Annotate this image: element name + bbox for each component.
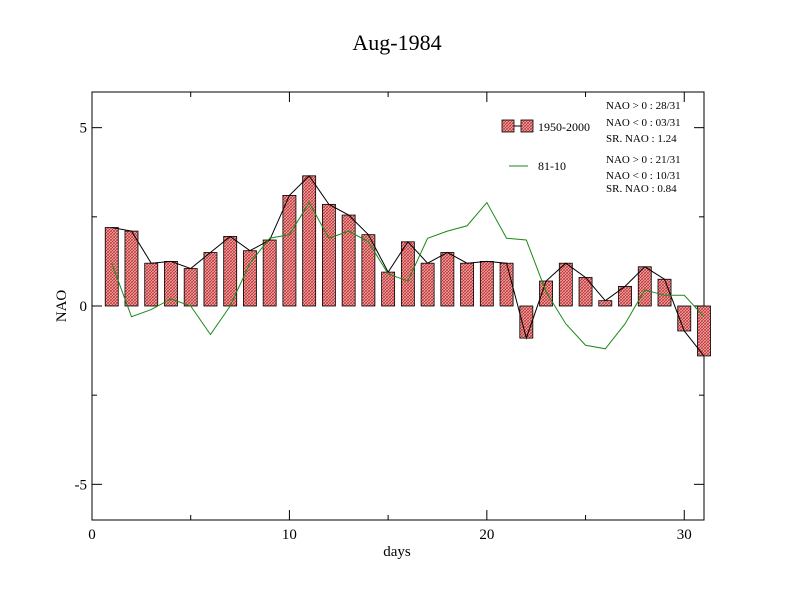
legend-swatch-1950-2000-right	[520, 119, 534, 133]
stats-1950-nao-positive: NAO > 0 : 28/31	[606, 100, 681, 112]
stats-8110-sr-nao: SR. NAO : 0.84	[606, 183, 677, 195]
bar-day-1	[104, 227, 119, 307]
y-tick-label--5: -5	[75, 477, 88, 493]
stats-8110-nao-positive: NAO > 0 : 21/31	[606, 154, 681, 166]
stats-1950-sr-nao: SR. NAO : 1.24	[606, 133, 677, 145]
chart-title: Aug-1984	[352, 30, 441, 55]
bar-day-17	[420, 262, 435, 307]
bar-day-24	[558, 262, 573, 307]
x-tick-label-10: 10	[282, 527, 297, 543]
bar-day-28	[637, 266, 652, 307]
bar-day-12	[321, 203, 336, 307]
stats-block: NAO > 0 : 28/31 NAO < 0 : 03/31 SR. NAO …	[606, 100, 681, 195]
stats-1950-nao-negative: NAO < 0 : 03/31	[606, 117, 681, 129]
bar-day-26	[598, 300, 613, 307]
bar-day-25	[578, 277, 593, 307]
bar-day-20	[479, 261, 494, 307]
bar-day-8	[243, 250, 257, 307]
bar-day-2	[124, 230, 139, 307]
series-line-1950-2000	[111, 175, 705, 357]
plot-area: 0 10 20 30 -5 0 5	[75, 91, 711, 543]
bar-day-19	[460, 262, 475, 307]
bar-day-13	[341, 214, 356, 307]
bar-day-29	[657, 278, 672, 307]
x-axis-label: days	[383, 544, 411, 560]
legend-swatch-1950-2000-left	[501, 119, 515, 133]
bar-day-18	[440, 252, 455, 307]
bar-day-15	[381, 271, 396, 307]
bar-day-9	[262, 239, 277, 307]
y-axis-label: NAO	[54, 290, 70, 323]
y-tick-label-5: 5	[80, 121, 88, 137]
bar-day-31	[697, 305, 711, 357]
bar-day-11	[302, 175, 317, 307]
bar-day-3	[144, 262, 159, 307]
bar-day-5	[183, 268, 198, 307]
bar-day-14	[361, 234, 376, 307]
y-tick-label-0: 0	[80, 299, 88, 315]
stats-8110-nao-negative: NAO < 0 : 10/31	[606, 170, 681, 182]
legend: 1950-2000 81-10	[501, 119, 590, 173]
x-tick-label-30: 30	[677, 527, 692, 543]
bar-day-16	[400, 241, 415, 307]
bar-day-10	[282, 195, 297, 307]
legend-label-1950-2000: 1950-2000	[538, 120, 590, 134]
x-tick-label-20: 20	[479, 527, 494, 543]
series-line-81-10	[111, 201, 705, 350]
bar-day-21	[499, 262, 514, 307]
x-tick-label-0: 0	[88, 527, 96, 543]
bar-day-6	[203, 252, 218, 307]
legend-label-81-10: 81-10	[538, 159, 566, 173]
